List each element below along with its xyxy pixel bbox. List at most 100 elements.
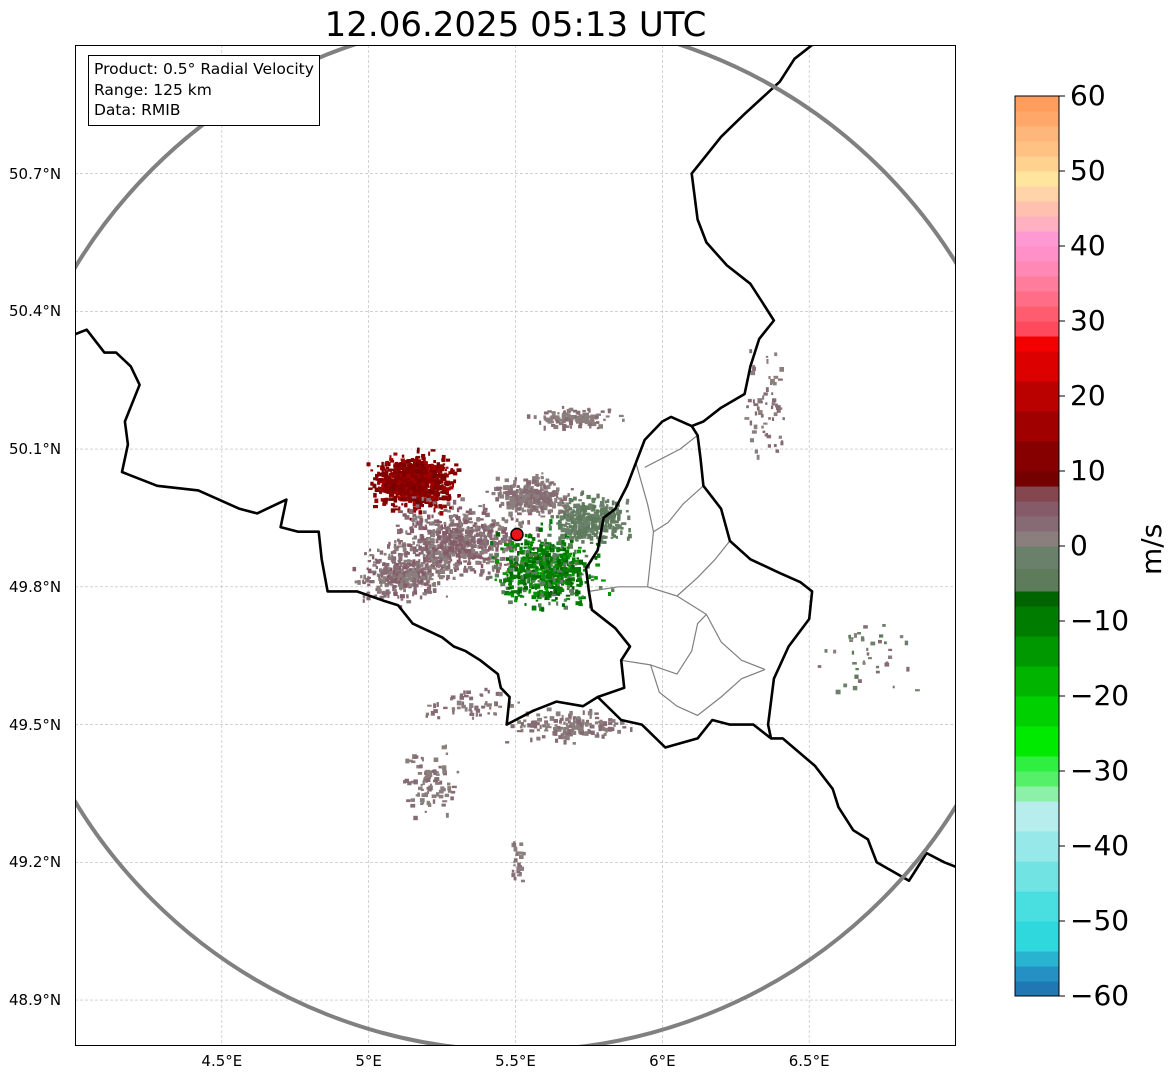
echo-pixel: [425, 519, 428, 523]
echo-pixel: [421, 800, 424, 804]
echo-pixel: [878, 640, 882, 644]
echo-pixel: [774, 412, 778, 416]
echo-pixel: [484, 549, 488, 553]
echo-pixel: [592, 508, 595, 512]
echo-pixel: [438, 504, 442, 508]
echo-pixel: [503, 535, 507, 539]
echo-pixel: [442, 505, 447, 509]
echo-pixel: [463, 690, 466, 694]
echo-pixel: [486, 540, 490, 545]
echo-pixel: [421, 784, 423, 786]
colorbar-band: [1015, 186, 1059, 202]
echo-pixel: [546, 492, 549, 497]
echo-pixel: [392, 574, 395, 576]
echo-pixel: [402, 497, 407, 501]
echo-pixel: [748, 399, 752, 402]
lat-label: 50.4°N: [9, 302, 69, 320]
echo-pixel: [573, 506, 575, 508]
echo-pixel: [442, 455, 446, 459]
echo-pixel: [442, 487, 445, 490]
echo-pixel: [539, 553, 541, 557]
echo-pixel: [569, 524, 572, 528]
echo-pixel: [544, 596, 547, 600]
echo-pixel: [433, 703, 436, 708]
colorbar-band: [1015, 486, 1059, 502]
echo-pixel: [552, 421, 554, 424]
echo-pixel: [424, 583, 428, 586]
echo-pixel: [538, 603, 542, 607]
echo-pixel: [433, 799, 435, 804]
echo-pixel: [552, 586, 556, 588]
echo-pixel: [870, 642, 875, 646]
echo-pixel: [455, 537, 458, 539]
echo-pixel: [562, 406, 564, 409]
echo-pixel: [560, 718, 564, 721]
echo-pixel: [606, 415, 610, 417]
echo-pixel: [446, 596, 448, 598]
colorbar-band: [1015, 726, 1059, 757]
echo-pixel: [597, 554, 601, 558]
echo-pixel: [548, 602, 550, 606]
echo-pixel: [441, 458, 445, 461]
echo-pixel: [469, 697, 473, 701]
echo-pixel: [429, 490, 434, 495]
echo-pixel: [492, 557, 495, 559]
echo-pixel: [557, 412, 559, 414]
echo-pixel: [425, 484, 428, 489]
echo-pixel: [401, 598, 404, 600]
colorbar-tick-label: −20: [1070, 680, 1129, 712]
echo-pixel: [416, 584, 419, 588]
echo-pixel: [387, 544, 390, 549]
echo-pixel: [461, 705, 466, 709]
echo-pixel: [566, 595, 570, 597]
echo-pixel: [369, 549, 371, 552]
echo-pixel: [428, 774, 432, 777]
echo-pixel: [853, 686, 858, 690]
echo-pixel: [492, 566, 494, 571]
echo-pixel: [614, 520, 619, 523]
echo-pixel: [529, 583, 532, 588]
echo-pixel: [487, 529, 492, 534]
echo-pixel: [512, 870, 514, 873]
echo-pixel: [441, 524, 444, 528]
echo-pixel: [430, 567, 434, 569]
echo-pixel: [572, 577, 575, 581]
echo-pixel: [430, 482, 434, 487]
radar-site-marker[interactable]: [511, 528, 523, 540]
echo-pixel: [437, 716, 440, 719]
echo-pixel: [571, 415, 575, 418]
echo-pixel: [564, 599, 567, 602]
echo-pixel: [519, 855, 524, 859]
echo-pixel: [534, 725, 537, 729]
echo-pixel: [630, 727, 633, 732]
echo-pixel: [448, 790, 452, 793]
echo-pixel: [520, 489, 524, 491]
echo-pixel: [517, 874, 522, 876]
echo-pixel: [547, 726, 551, 728]
echo-pixel: [505, 478, 509, 482]
echo-pixel: [442, 800, 447, 802]
echo-pixel: [568, 410, 572, 413]
echo-pixel: [517, 485, 520, 488]
echo-pixel: [400, 562, 405, 564]
echo-pixel: [447, 786, 451, 791]
echo-pixel: [397, 488, 400, 490]
echo-pixel: [418, 559, 420, 562]
echo-pixel: [849, 640, 853, 642]
echo-pixel: [852, 651, 854, 655]
admin-border: [621, 614, 706, 674]
echo-pixel: [521, 499, 524, 502]
echo-pixel: [578, 524, 582, 529]
echo-pixel: [568, 543, 573, 547]
echo-pixel: [596, 494, 599, 499]
echo-pixel: [495, 547, 498, 552]
echo-pixel: [628, 534, 632, 539]
echo-pixel: [355, 581, 359, 584]
echo-pixel: [529, 557, 531, 560]
echo-pixel: [568, 493, 570, 497]
echo-pixel: [388, 556, 392, 559]
echo-pixel: [442, 765, 447, 770]
echo-pixel: [530, 738, 532, 743]
echo-pixel: [848, 635, 851, 638]
